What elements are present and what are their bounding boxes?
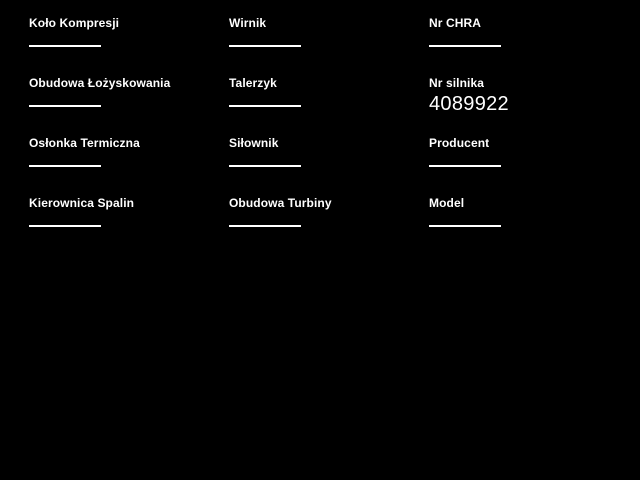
field-silownik[interactable]: Siłownik bbox=[229, 136, 414, 167]
field-underline bbox=[29, 45, 101, 47]
field-model[interactable]: Model bbox=[429, 196, 614, 227]
field-obudowa-turbiny[interactable]: Obudowa Turbiny bbox=[229, 196, 414, 227]
field-value-nr-silnika: 4089922 bbox=[429, 93, 509, 115]
field-label: Obudowa Turbiny bbox=[229, 196, 332, 210]
field-label: Talerzyk bbox=[229, 76, 277, 90]
field-underline bbox=[29, 105, 101, 107]
field-underline bbox=[229, 105, 301, 107]
field-label: Model bbox=[429, 196, 465, 210]
field-nr-chra[interactable]: Nr CHRA bbox=[429, 16, 614, 47]
field-underline bbox=[229, 45, 301, 47]
field-talerzyk[interactable]: Talerzyk bbox=[229, 76, 414, 107]
field-wirnik[interactable]: Wirnik bbox=[229, 16, 414, 47]
field-kolo-kompresji[interactable]: Koło Kompresji bbox=[29, 16, 214, 47]
field-label: Kierownica Spalin bbox=[29, 196, 135, 210]
field-label: Wirnik bbox=[229, 16, 267, 30]
field-oslonka-termiczna[interactable]: Osłonka Termiczna bbox=[29, 136, 214, 167]
field-underline bbox=[229, 225, 301, 227]
field-label: Nr CHRA bbox=[429, 16, 482, 30]
field-underline bbox=[29, 225, 101, 227]
field-label: Osłonka Termiczna bbox=[29, 136, 140, 150]
field-producent[interactable]: Producent bbox=[429, 136, 614, 167]
field-label: Obudowa Łożyskowania bbox=[29, 76, 171, 90]
field-underline bbox=[429, 225, 501, 227]
field-label: Producent bbox=[429, 136, 490, 150]
field-label: Koło Kompresji bbox=[29, 16, 120, 30]
field-obudowa-lozyskowania[interactable]: Obudowa Łożyskowania bbox=[29, 76, 214, 107]
field-kierownica-spalin[interactable]: Kierownica Spalin bbox=[29, 196, 214, 227]
field-nr-silnika[interactable]: Nr silnika 4089922 bbox=[429, 76, 614, 115]
field-underline bbox=[229, 165, 301, 167]
field-label: Nr silnika bbox=[429, 76, 485, 90]
field-label: Siłownik bbox=[229, 136, 279, 150]
field-underline bbox=[429, 165, 501, 167]
field-underline bbox=[29, 165, 101, 167]
field-underline bbox=[429, 45, 501, 47]
